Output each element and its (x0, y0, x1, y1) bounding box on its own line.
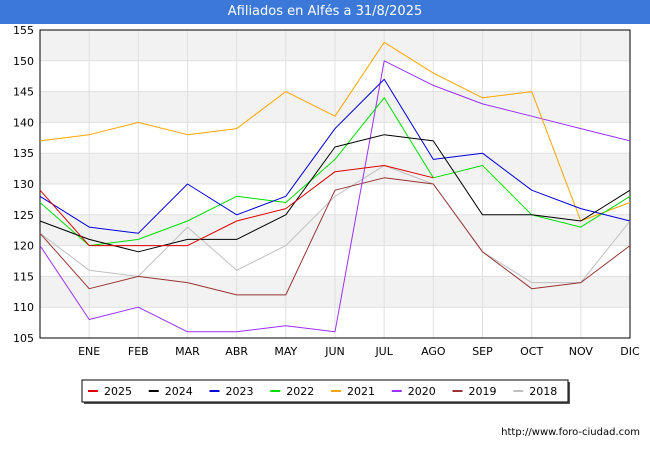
plot-frame (39, 29, 631, 339)
x-tick-label: MAR (175, 345, 200, 358)
y-tick-label: 115 (13, 270, 34, 283)
legend-label-2023: 2023 (226, 385, 254, 398)
x-tick-label: ABR (225, 345, 248, 358)
y-tick-label: 135 (13, 147, 34, 160)
y-tick-label: 150 (13, 55, 34, 68)
x-tick-label: JUN (324, 345, 345, 358)
x-tick-label: DIC (620, 345, 640, 358)
x-tick-label: OCT (520, 345, 543, 358)
legend-label-2018: 2018 (529, 385, 557, 398)
series-line-2023 (39, 78, 631, 234)
legend: 2025 2024 2023 2022 2021 2020 2019 2018 (81, 379, 570, 404)
legend-label-2020: 2020 (408, 385, 436, 398)
legend-label-2019: 2019 (469, 385, 497, 398)
y-tick-label: 110 (13, 301, 34, 314)
series-line-2021 (39, 41, 631, 222)
source-url[interactable]: http://www.foro-ciudad.com (501, 427, 640, 438)
x-tick-label: NOV (569, 345, 594, 358)
x-tick-label: JUL (374, 345, 393, 358)
chart-title: Afiliados en Alfés a 31/8/2025 (0, 0, 650, 24)
series-line-2024 (39, 134, 631, 253)
x-axis: ENE FEB MAR ABR MAY JUN JUL AGO SEP OCT NOV DIC (78, 345, 640, 358)
series-line-2025 (39, 165, 434, 247)
legend-box (81, 379, 569, 403)
legend-label-2025: 2025 (104, 385, 132, 398)
y-axis: 105 110 115 120 125 130 135 140 145 150 155 (13, 24, 34, 345)
x-tick-label: ENE (78, 345, 100, 358)
x-tick-label: SEP (472, 345, 493, 358)
x-tick-label: MAY (274, 345, 297, 358)
y-tick-label: 145 (13, 86, 34, 99)
y-tick-label: 140 (13, 116, 34, 129)
y-tick-label: 130 (13, 178, 34, 191)
x-tick-label: AGO (421, 345, 446, 358)
series-line-2019 (39, 177, 631, 296)
legend-label-2022: 2022 (286, 385, 314, 398)
series-lines (39, 41, 631, 333)
y-tick-label: 155 (13, 24, 34, 37)
legend-label-2024: 2024 (165, 385, 193, 398)
y-tick-label: 120 (13, 240, 34, 253)
y-tick-label: 105 (13, 332, 34, 345)
y-tick-label: 125 (13, 209, 34, 222)
series-line-2020 (39, 60, 631, 333)
legend-label-2021: 2021 (347, 385, 375, 398)
x-tick-label: FEB (128, 345, 149, 358)
